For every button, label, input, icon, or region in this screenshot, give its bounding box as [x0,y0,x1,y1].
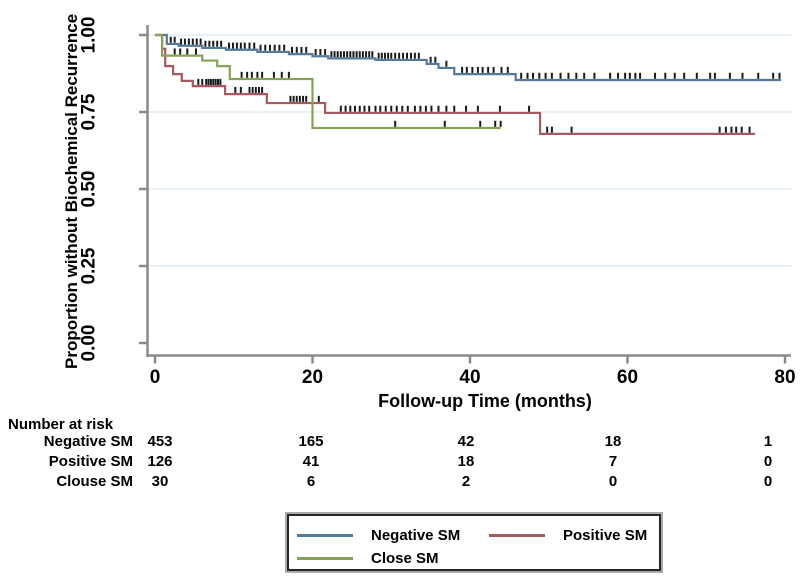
legend-item-close-sm: Close SM [297,550,439,567]
number-at-risk-title: Number at risk [8,416,114,433]
risk-value: 0 [608,473,618,490]
series-close-sm [155,33,502,130]
risk-row-label-positive-sm: Positive SM [48,453,133,470]
legend-box: Negative SM Positive SM Close SM [285,512,663,573]
series-line-negative-sm [155,33,782,82]
y-tick-label: 0.50 [79,171,100,208]
risk-value: 453 [147,433,173,450]
risk-value: 18 [604,433,622,450]
series-negative-sm [155,33,782,82]
series-line-close-sm [155,33,501,130]
risk-value: 1 [763,433,773,450]
series-positive-sm [155,33,756,135]
risk-value: 126 [147,453,173,470]
x-tick-label: 0 [150,367,161,388]
risk-value: 41 [302,453,320,470]
axes: 0.00 0.25 0.50 0.75 1.00 0 20 40 60 80 [79,17,796,388]
risk-value: 6 [306,473,316,490]
legend-label-negative-sm: Negative SM [371,527,461,544]
series-line-positive-sm [155,33,756,135]
censor-ticks-close-sm [173,48,502,127]
km-plot-area: 0.00 0.25 0.50 0.75 1.00 0 20 40 60 80 [79,17,796,388]
x-tick-label: 80 [774,367,795,388]
x-tick-label: 40 [459,367,480,388]
legend-item-negative-sm: Negative SM [297,527,460,544]
risk-value: 165 [298,433,324,450]
x-axis-title: Follow-up Time (months) [378,391,592,411]
legend-swatch-close-sm [297,557,353,560]
risk-value: 30 [151,473,169,490]
legend-item-positive-sm: Positive SM [489,527,647,544]
risk-row-label-clouse-sm: Clouse SM [56,473,133,490]
legend-label-positive-sm: Positive SM [563,527,648,544]
risk-row-label-negative-sm: Negative SM [43,433,133,450]
legend-swatch-negative-sm [297,534,353,537]
censor-ticks-positive-sm [197,78,751,133]
y-tick-label: 0.75 [79,93,100,130]
y-tick-label: 1.00 [79,17,100,54]
risk-value: 0 [763,453,773,470]
risk-value: 0 [763,473,773,490]
risk-value: 2 [461,473,471,490]
x-tick-label: 60 [617,367,638,388]
y-tick-label: 0.25 [79,247,100,284]
censor-ticks-negative-sm [169,36,781,79]
risk-value: 7 [608,453,618,470]
risk-value: 18 [457,453,475,470]
legend-swatch-positive-sm [489,534,545,537]
gridlines [148,34,793,267]
x-tick-label: 20 [302,367,323,388]
risk-value: 42 [457,433,475,450]
legend-label-close-sm: Close SM [371,550,439,567]
y-tick-label: 0.00 [79,325,100,362]
